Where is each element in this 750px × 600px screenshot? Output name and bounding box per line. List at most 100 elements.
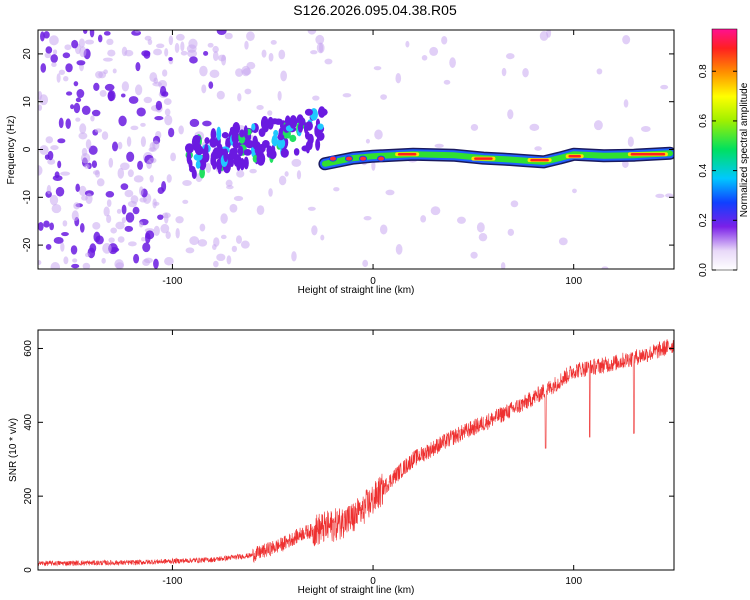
noise-blob: [60, 242, 65, 252]
signal-blob: [252, 135, 259, 150]
noise-blob: [45, 136, 54, 144]
signal-blob: [285, 117, 290, 125]
noise-blob: [73, 102, 81, 114]
noise-blob: [70, 245, 78, 255]
noise-blob: [64, 44, 72, 51]
noise-blob: [120, 162, 130, 171]
noise-blob: [500, 262, 506, 269]
noise-blob: [106, 38, 114, 45]
noise-blob: [112, 141, 119, 152]
noise-blob: [89, 30, 95, 38]
noise-blob: [65, 63, 73, 73]
noise-blob: [107, 90, 116, 102]
noise-blob: [72, 258, 78, 263]
noise-blob: [118, 115, 127, 127]
noise-blob: [318, 43, 324, 53]
noise-blob: [593, 120, 603, 131]
signal-blob: [239, 129, 245, 138]
noise-blob: [136, 107, 146, 117]
signal-blob: [221, 132, 229, 139]
noise-blob: [284, 171, 289, 177]
noise-blob: [147, 39, 153, 46]
noise-blob: [45, 244, 52, 250]
noise-blob: [39, 145, 49, 155]
noise-blob: [596, 68, 603, 75]
noise-blob: [52, 175, 63, 181]
signal-blob: [229, 158, 234, 168]
noise-blob: [178, 125, 184, 135]
noise-blob: [108, 237, 115, 243]
signal-blob: [277, 133, 285, 141]
noise-blob: [233, 195, 244, 202]
snr-x-tick-label: -100: [162, 576, 182, 587]
noise-blob: [57, 160, 62, 169]
noise-blob: [56, 73, 61, 83]
colorbar-gradient: [711, 28, 738, 271]
noise-blob: [38, 260, 42, 265]
noise-blob: [380, 94, 388, 100]
noise-blob: [441, 35, 448, 45]
noise-blob: [79, 223, 85, 233]
spectrogram-x-tick-label: -100: [162, 276, 182, 287]
noise-blob: [311, 225, 318, 236]
noise-blob: [103, 31, 111, 36]
noise-blob: [137, 160, 144, 171]
noise-blob: [385, 189, 395, 196]
noise-blob: [104, 83, 115, 91]
signal-blob: [268, 149, 277, 160]
noise-blob: [61, 231, 69, 237]
noise-blob: [101, 131, 109, 140]
noise-blob: [307, 30, 317, 35]
spectrogram-x-tick-label: 100: [565, 276, 582, 287]
noise-blob: [379, 224, 388, 235]
spectrogram-y-tick-label: -10: [22, 190, 33, 205]
signal-blob: [267, 116, 274, 130]
noise-blob: [133, 253, 140, 264]
ridge-knot: [377, 155, 386, 162]
noise-blob: [224, 32, 233, 40]
signal-blob: [204, 137, 210, 145]
noise-blob: [216, 90, 225, 100]
noise-blob: [160, 223, 170, 234]
noise-blob: [40, 63, 47, 73]
noise-blob: [73, 202, 80, 210]
noise-blob: [270, 40, 277, 45]
noise-blob: [640, 125, 651, 133]
noise-blob: [76, 89, 85, 99]
ridge-knot: [328, 155, 337, 162]
noise-blob: [572, 188, 577, 194]
noise-blob: [78, 185, 87, 196]
noise-blob: [168, 35, 174, 46]
noise-blob: [101, 257, 106, 264]
snr-panel: -100 0 100 0 200 400 600 Height of straight li…: [8, 329, 675, 596]
snr-y-tick-label: 400: [23, 414, 34, 431]
signal-blob: [195, 145, 204, 156]
noise-blob: [134, 30, 141, 33]
noise-blob: [126, 151, 135, 162]
noise-blob: [79, 123, 87, 134]
noise-blob: [212, 50, 219, 62]
noise-blob: [78, 132, 88, 140]
noise-blob: [161, 91, 169, 97]
noise-blob: [45, 46, 53, 54]
noise-blob: [443, 79, 451, 85]
noise-blob: [65, 91, 73, 96]
noise-blob: [168, 57, 173, 62]
noise-blob: [307, 206, 316, 211]
noise-blob: [44, 52, 52, 59]
signal-blob: [193, 153, 203, 161]
noise-blob: [63, 76, 69, 82]
noise-blob: [115, 221, 125, 230]
signal-blob: [210, 151, 217, 162]
noise-blob: [90, 115, 95, 122]
noise-blob: [421, 55, 428, 61]
noise-blob: [75, 183, 81, 193]
noise-blob: [110, 227, 118, 234]
noise-blob: [324, 58, 333, 65]
signal-blob: [289, 115, 298, 129]
noise-blob: [216, 253, 226, 262]
noise-blob: [143, 96, 153, 104]
signal-blob: [236, 158, 241, 171]
noise-blob: [155, 100, 163, 111]
noise-blob: [246, 31, 255, 42]
